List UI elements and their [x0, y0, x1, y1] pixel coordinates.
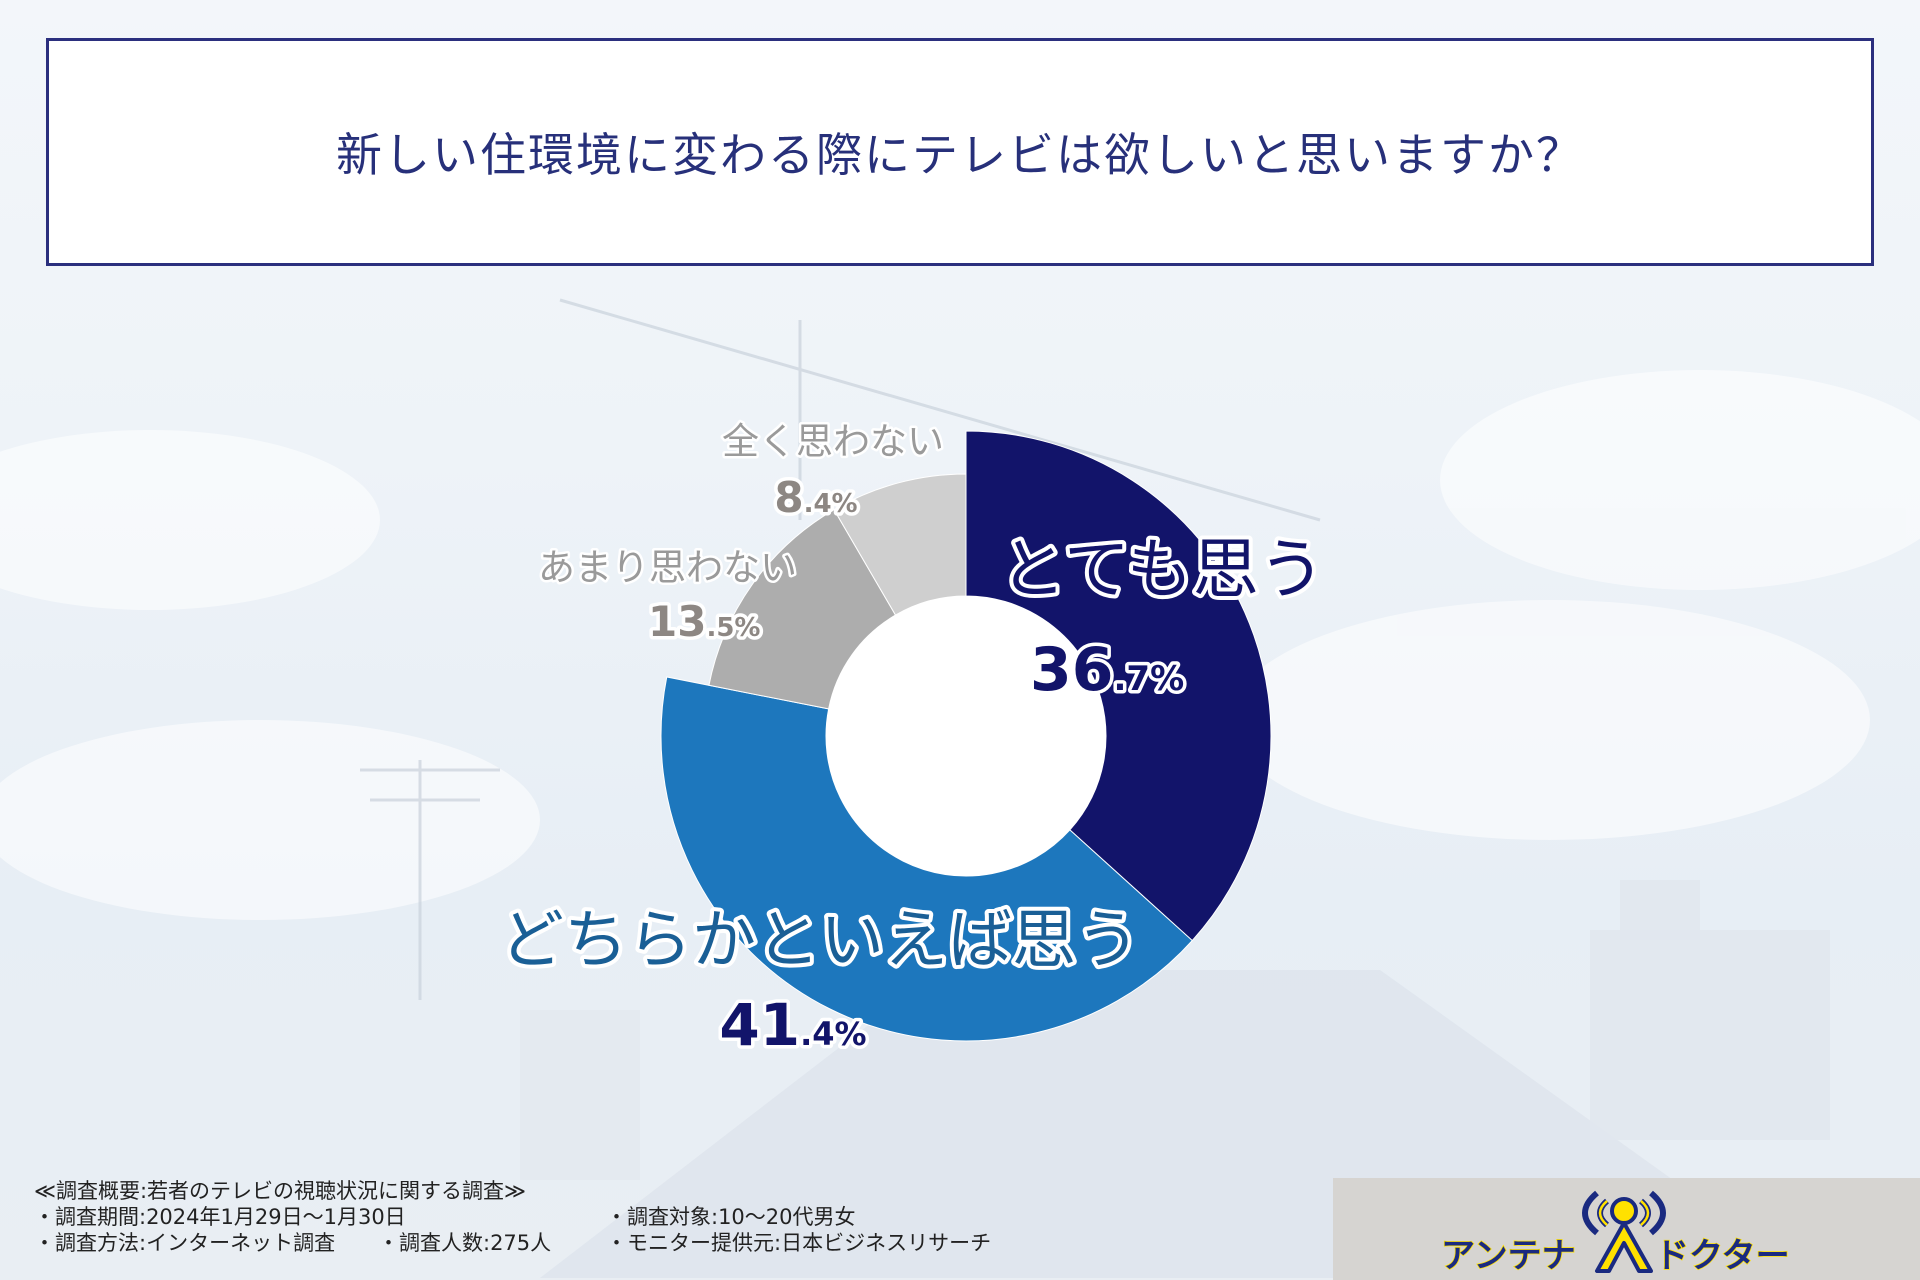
- slice-value-1: 36.7%: [1030, 635, 1184, 705]
- footer-target: ・調査対象:10～20代男女: [606, 1205, 856, 1229]
- chart-labels: とても思う 36.7% どちらかといえば思う 41.4% あまり思わない 13.5% 全く思…: [496, 418, 1329, 1063]
- logo-text-right: ドクター: [1655, 1236, 1790, 1275]
- slice-label-4: 全く思わない: [722, 420, 944, 463]
- donut-hole: [826, 596, 1106, 876]
- slice-label-1: とても思う: [1000, 531, 1325, 608]
- footer-period: ・調査期間:2024年1月29日～1月30日: [34, 1205, 406, 1229]
- page-title: 新しい住環境に変わる際にテレビは欲しいと思いますか？: [336, 128, 1584, 182]
- footer-summary: ≪調査概要:若者のテレビの視聴状況に関する調査≫: [34, 1179, 527, 1203]
- slice-label-2: どちらかといえば思う: [500, 904, 1140, 978]
- footer-count: ・調査人数:275人: [378, 1231, 552, 1255]
- slice-label-3: あまり思わない: [538, 546, 797, 589]
- footer-method: ・調査方法:インターネット調査: [34, 1231, 336, 1255]
- antenna-icon: [1581, 1190, 1666, 1273]
- survey-footer: ≪調査概要:若者のテレビの視聴状況に関する調査≫ ・調査期間:2024年1月29…: [34, 1178, 1334, 1278]
- chart-slices: [660, 430, 1272, 1042]
- title-box: 新しい住環境に変わる際にテレビは欲しいと思いますか？: [46, 38, 1874, 266]
- slice-value-4: 8.4%: [774, 473, 857, 522]
- logo-text-left: アンテナ: [1441, 1236, 1576, 1275]
- antenna-doctor-logo: アンテナ ドクター: [1333, 1178, 1920, 1280]
- antenna-doctor-logo-graphic: アンテナ ドクター: [1440, 1190, 1790, 1275]
- slice-value-3: 13.5%: [648, 597, 760, 646]
- slice-value-2: 41.4%: [719, 991, 866, 1059]
- footer-provider: ・モニター提供元:日本ビジネスリサーチ: [606, 1231, 992, 1255]
